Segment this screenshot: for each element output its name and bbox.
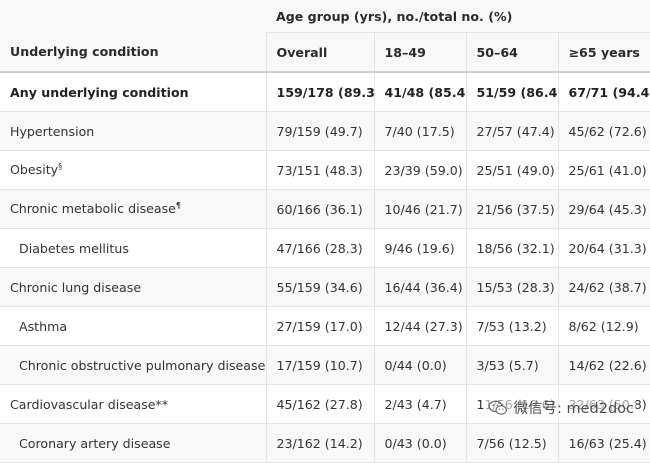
condition-label: Diabetes mellitus (0, 228, 266, 268)
table-row: Any underlying condition 159/178 (89.3) … (0, 72, 650, 112)
condition-name: Chronic obstructive pulmonary disease (19, 357, 266, 373)
table-row: Coronary artery disease 23/162 (14.2) 0/… (0, 423, 650, 463)
age-65-plus-cell: 45/62 (72.6) (557, 111, 650, 151)
age-65-plus-cell: 16/63 (25.4) (557, 423, 650, 463)
age-18-49-cell: 0/44 (0.0) (373, 345, 466, 385)
table-row: Obesity§ 73/151 (48.3) 23/39 (59.0) 25/5… (0, 150, 650, 190)
condition-label: Coronary artery disease (0, 423, 266, 463)
header-row: Underlying condition Overall 18–49 50–64… (0, 32, 650, 73)
condition-column-header: Underlying condition (0, 32, 266, 73)
age-50-64-cell: 27/57 (47.4) (465, 111, 558, 151)
overall-cell: 45/162 (27.8) (265, 384, 374, 424)
age-18-49-cell: 0/43 (0.0) (373, 423, 466, 463)
age-50-64-cell: 21/56 (37.5) (465, 189, 558, 229)
overall-cell: 73/151 (48.3) (265, 150, 374, 190)
header-group-row: Age group (yrs), no./total no. (%) (0, 0, 650, 33)
age-18-49-cell: 7/40 (17.5) (373, 111, 466, 151)
table-row: Chronic lung disease 55/159 (34.6) 16/44… (0, 267, 650, 307)
age-18-49-cell: 16/44 (36.4) (373, 267, 466, 307)
overall-cell: 55/159 (34.6) (265, 267, 374, 307)
wechat-watermark: 微信号: med2doc (486, 396, 636, 419)
age-65-plus-cell: 24/62 (38.7) (557, 267, 650, 307)
condition-label: Asthma (0, 306, 266, 346)
overall-cell: 47/166 (28.3) (265, 228, 374, 268)
condition-name: Chronic metabolic disease (10, 201, 176, 217)
age-group-header: Age group (yrs), no./total no. (%) (266, 0, 650, 33)
footnote-marker: § (58, 162, 63, 172)
condition-label: Chronic metabolic disease¶ (0, 189, 266, 229)
age-18-49-column-header: 18–49 (373, 32, 466, 73)
table-row: Chronic metabolic disease¶ 60/166 (36.1)… (0, 189, 650, 229)
overall-cell: 159/178 (89.3) (265, 72, 374, 112)
condition-label: Cardiovascular disease** (0, 384, 266, 424)
footnote-marker: ¶ (175, 201, 182, 211)
age-65-plus-cell: 20/64 (31.3) (557, 228, 650, 268)
table-row: Hypertension 79/159 (49.7) 7/40 (17.5) 2… (0, 111, 650, 151)
age-50-64-cell: 18/56 (32.1) (465, 228, 558, 268)
age-50-64-cell: 15/53 (28.3) (465, 267, 558, 307)
age-50-64-cell: 7/56 (12.5) (465, 423, 558, 463)
age-65-plus-cell: 25/61 (41.0) (557, 150, 650, 190)
age-65-plus-cell: 8/62 (12.9) (557, 306, 650, 346)
age-65-plus-cell: 29/64 (45.3) (557, 189, 650, 229)
table-row: Asthma 27/159 (17.0) 12/44 (27.3) 7/53 (… (0, 306, 650, 346)
condition-label: Chronic obstructive pulmonary disease (0, 345, 266, 385)
age-18-49-cell: 12/44 (27.3) (373, 306, 466, 346)
age-18-49-cell: 10/46 (21.7) (373, 189, 466, 229)
condition-name: Chronic lung disease (10, 279, 142, 295)
condition-label: Hypertension (0, 111, 266, 151)
wechat-icon (489, 400, 508, 415)
condition-name: Asthma (19, 318, 68, 334)
age-18-49-cell: 2/43 (4.7) (373, 384, 466, 424)
age-65-plus-cell: 14/62 (22.6) (557, 345, 650, 385)
table-row: Diabetes mellitus 47/166 (28.3) 9/46 (19… (0, 228, 650, 268)
age-50-64-cell: 7/53 (13.2) (465, 306, 558, 346)
condition-label: Any underlying condition (0, 72, 266, 112)
overall-cell: 79/159 (49.7) (265, 111, 374, 151)
age-65-plus-cell: 67/71 (94.4) (557, 72, 650, 112)
watermark-text: 微信号: med2doc (513, 401, 634, 417)
condition-label: Obesity§ (0, 150, 266, 190)
condition-name: Cardiovascular disease** (10, 396, 169, 412)
overall-cell: 23/162 (14.2) (265, 423, 374, 463)
age-18-49-cell: 23/39 (59.0) (373, 150, 466, 190)
age-18-49-cell: 9/46 (19.6) (373, 228, 466, 268)
condition-name: Coronary artery disease (19, 435, 171, 451)
age-18-49-cell: 41/48 (85.4) (373, 72, 466, 112)
condition-name: Diabetes mellitus (19, 240, 129, 256)
overall-cell: 27/159 (17.0) (265, 306, 374, 346)
overall-column-header: Overall (265, 32, 374, 73)
header-spacer-cell (0, 0, 266, 33)
age-50-64-column-header: 50–64 (465, 32, 558, 73)
overall-cell: 17/159 (10.7) (265, 345, 374, 385)
overall-cell: 60/166 (36.1) (265, 189, 374, 229)
condition-name: Obesity (10, 162, 59, 178)
age-50-64-cell: 25/51 (49.0) (465, 150, 558, 190)
condition-name: Hypertension (10, 123, 95, 139)
condition-label: Chronic lung disease (0, 267, 266, 307)
table-row: Chronic obstructive pulmonary disease 17… (0, 345, 650, 385)
age-50-64-cell: 51/59 (86.4) (465, 72, 558, 112)
condition-name: Any underlying condition (10, 84, 189, 100)
age-65-plus-column-header: ≥65 years (557, 32, 650, 73)
age-50-64-cell: 3/53 (5.7) (465, 345, 558, 385)
